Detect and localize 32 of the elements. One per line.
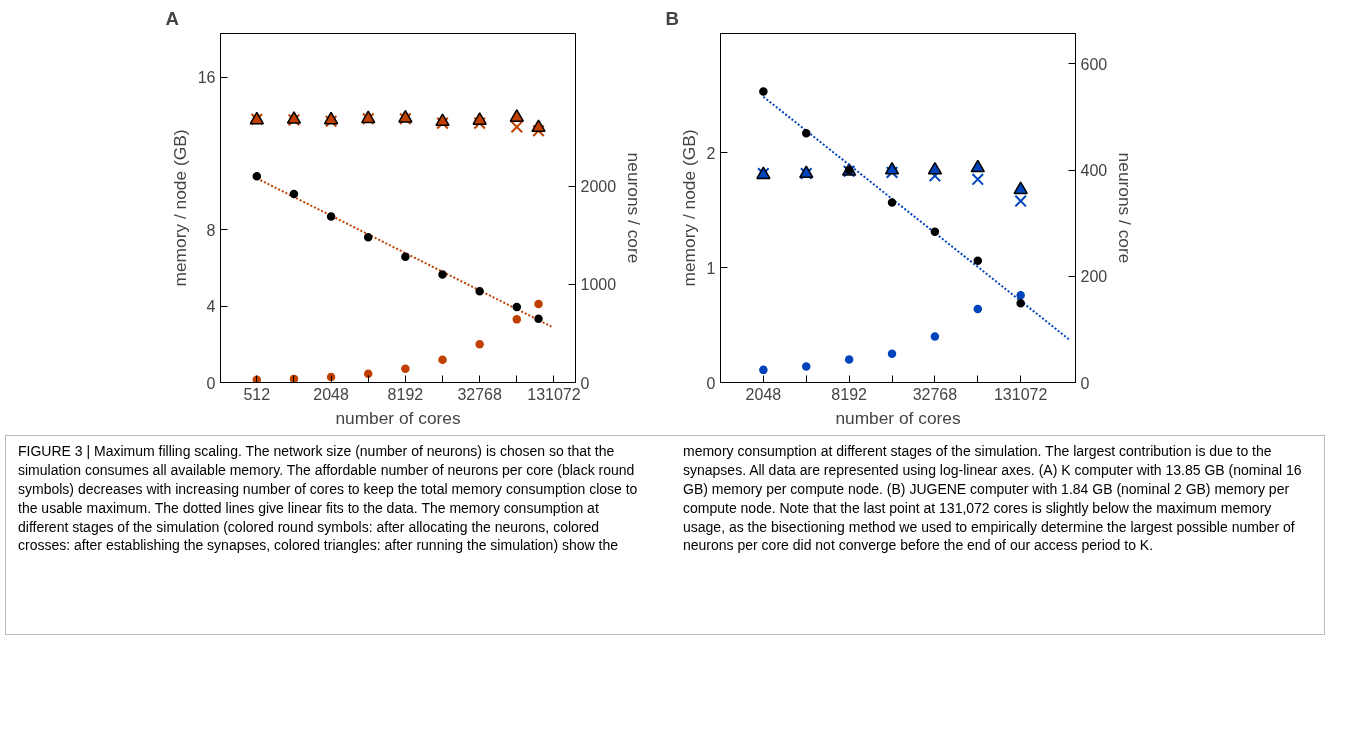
y-axis-title: memory / node (GB) (678, 129, 699, 287)
chart-title: B (665, 7, 679, 29)
x-tick-label: 32768 (457, 385, 503, 403)
x-tick-label: 512 (243, 385, 271, 403)
y-tick-label: 0 (206, 374, 216, 392)
y2-tick-label: 0 (1080, 374, 1090, 392)
y-tick-label: 8 (206, 221, 216, 239)
x-tick-label: 131072 (527, 385, 581, 403)
y-tick-label: 0 (706, 374, 716, 392)
y2-tick-label: 600 (1080, 55, 1108, 73)
x-axis-title: number of cores (835, 407, 961, 428)
y-tick-label: 4 (206, 298, 216, 316)
y2-tick-label: 200 (1080, 268, 1108, 286)
x-tick-label: 8192 (387, 385, 424, 403)
x-tick-label: 32768 (912, 385, 958, 403)
x-axis-title: number of cores (335, 407, 461, 428)
y2-tick-label: 0 (580, 374, 590, 392)
chart-title: A (165, 7, 179, 29)
y2-axis-title: neurons / core (624, 152, 645, 264)
y2-tick-label: 1000 (580, 276, 617, 294)
text: FIGURE 3 | Maximum filling scaling. The network size (number of neurons) is chosen so that the simulation consumes all available memory. The affordable number of neurons per core (black round symbols) decreases with increasing number of cores to keep the total memory consumption close to the usable maximum. The dotted lines give linear fits to the data. The memory consumption at different stages of the simulation (colored round symbols: after allocating the neurons, colored crosses: after establishing the synapses, colored triangles: after running the simulation) show the memory consumption at different stages of the simulation. The largest contribution is due to the synapses. All data are represented using log-linear axes. (A) K computer with 13.85 GB (nominal 16 GB) memory per compute node. (B) JUGENE computer with 1.84 GB (nominal 2 GB) memory per compute node. Note that the last point at 131,072 cores is slightly below the maximum memory usage, as the bisectioning method we used to empirically determine the largest possible number of neurons per core did not converge before the end of our access period to K. (18, 443, 1302, 554)
x-tick-label: 2048 (745, 385, 782, 403)
y-tick-label: 16 (197, 69, 216, 87)
x-tick-label: 2048 (313, 385, 349, 403)
y-tick-label: 1 (706, 259, 716, 277)
y-tick-label: 2 (706, 144, 716, 162)
x-tick-label: 131072 (993, 385, 1048, 403)
y-axis-title: memory / node (GB) (169, 129, 190, 287)
x-tick-label: 8192 (831, 385, 868, 403)
y2-tick-label: 2000 (580, 178, 617, 196)
y2-tick-label: 400 (1080, 162, 1108, 180)
y2-axis-title: neurons / core (1115, 152, 1136, 264)
